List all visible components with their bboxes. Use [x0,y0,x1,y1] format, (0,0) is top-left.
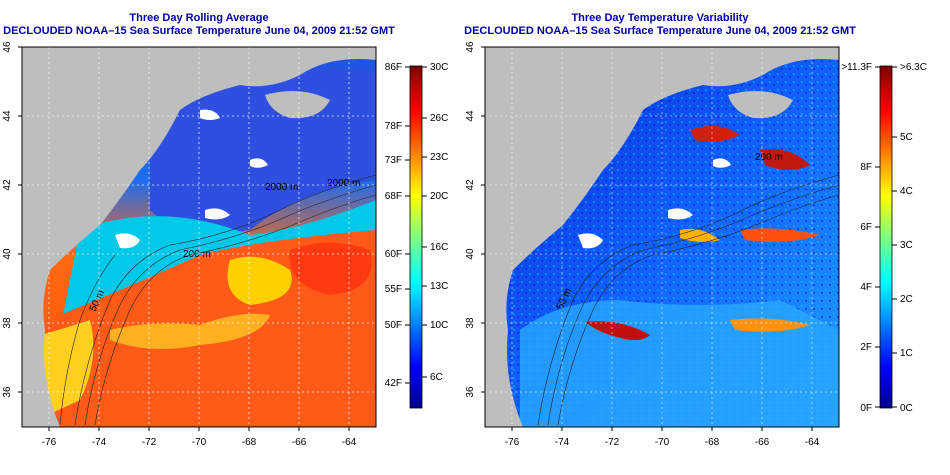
left-land [22,47,376,427]
left-lon-74: -74 [92,437,107,448]
left-lat-axis: 46 44 42 40 38 36 [2,41,13,398]
right-title: Three Day Temperature Variability [571,12,749,24]
left-lon-66: -66 [292,437,307,448]
left-lon-70: -70 [192,437,207,448]
left-title: Three Day Rolling Average [129,12,269,24]
right-lat-42: 42 [465,179,476,191]
left-lon-76: -76 [42,437,57,448]
right-subtitle: DECLOUDED NOAA–15 Sea Surface Temperatur… [464,25,856,37]
right-lat-axis: 46 44 42 40 38 36 [465,41,476,398]
left-cloud-patches [115,109,268,249]
left-c-23: 23C [430,152,448,163]
right-f-max: >11.3F [841,62,872,73]
right-variable-region [520,300,839,427]
right-c-3: 3C [900,240,913,251]
right-lat-40: 40 [465,248,476,260]
left-contour-label-2: 2000 m [327,178,360,189]
right-colorbar [879,65,893,409]
left-colorbar-c-labels: 30C 26C 23C 20C 16C 13C 10C 6C [430,62,448,383]
left-f-55: 55F [385,284,402,295]
left-c-26: 26C [430,113,448,124]
left-lat-36: 36 [2,386,13,398]
right-hotspot-4 [740,228,820,242]
right-hotspot-5 [730,318,810,332]
right-c-max: >6.3C [900,62,927,73]
left-colorbar [409,65,423,409]
right-lon-64: -64 [805,437,820,448]
left-colorbar-ticks [405,66,427,384]
right-lat-46: 46 [465,41,476,53]
right-hotspot-1 [690,126,740,142]
right-cloud-patches [578,158,731,249]
right-f-6: 6F [860,222,872,233]
right-f-4: 4F [860,282,872,293]
left-tick-marks [18,46,350,431]
right-map: 200 m 50 m [484,46,840,428]
right-nova-scotia [728,91,793,119]
right-land [485,47,839,427]
left-lat-44: 44 [2,110,13,122]
left-f-60: 60F [385,249,402,260]
right-tick-marks [481,46,813,431]
right-lon-72: -72 [605,437,620,448]
right-f-0: 0F [860,403,872,414]
left-f-68: 68F [385,191,402,202]
left-f-86: 86F [385,62,402,73]
left-c-13: 13C [430,281,448,292]
right-lat-36: 36 [465,386,476,398]
left-contour-label-3: 200 m [183,249,211,260]
right-colorbar-f-labels: >11.3F 8F 6F 4F 2F 0F [841,62,872,414]
right-c-1: 1C [900,348,913,359]
right-hotspot-2 [760,149,810,170]
right-c-5: 5C [900,132,913,143]
left-c-30: 30C [430,62,448,73]
right-c-0: 0C [900,403,913,414]
left-f-73: 73F [385,155,402,166]
left-lon-72: -72 [142,437,157,448]
left-colorbar-f-labels: 86F 78F 73F 68F 60F 55F 50F 42F [385,62,402,389]
left-contours [59,174,376,426]
left-lat-42: 42 [2,179,13,191]
right-lon-axis: -76 -74 -72 -70 -68 -66 -64 [505,437,820,448]
right-colorbar-c-labels: >6.3C 5C 4C 3C 2C 1C 0C [900,62,927,414]
right-f-8: 8F [860,162,872,173]
right-lat-38: 38 [465,317,476,329]
left-f-78: 78F [385,121,402,132]
right-lat-44: 44 [465,110,476,122]
right-graticule [485,47,839,427]
left-lon-64: -64 [342,437,357,448]
left-nova-scotia [265,91,330,119]
left-map: 2000 m 2000 m 200 m 50 m [21,46,377,428]
right-lon-68: -68 [705,437,720,448]
left-contour-label-1: 2000 m [265,182,298,193]
left-c-16: 16C [430,242,448,253]
left-lat-40: 40 [2,248,13,260]
left-warm-eddy [227,256,292,305]
right-c-2: 2C [900,294,913,305]
left-graticule [22,47,376,427]
right-f-2: 2F [860,342,872,353]
left-c-20: 20C [430,191,448,202]
left-c-10: 10C [430,320,448,331]
left-lat-46: 46 [2,41,13,53]
right-colorbar-ticks [875,66,897,408]
left-warm-filament [110,313,270,349]
right-lon-74: -74 [555,437,570,448]
left-lat-38: 38 [2,317,13,329]
left-f-42: 42F [385,378,402,389]
left-lon-axis: -76 -74 -72 -70 -68 -66 -64 [42,437,357,448]
right-high-variability-band [585,321,650,340]
right-contour-label-1: 200 m [755,152,783,163]
right-lon-66: -66 [755,437,770,448]
left-subtitle: DECLOUDED NOAA–15 Sea Surface Temperatur… [3,25,395,37]
left-lon-68: -68 [242,437,257,448]
left-c-6: 6C [430,372,443,383]
right-contours [537,174,839,426]
left-core-eddy [289,242,372,295]
right-lon-76: -76 [505,437,520,448]
left-f-50: 50F [385,320,402,331]
right-c-4: 4C [900,186,913,197]
right-lon-70: -70 [655,437,670,448]
